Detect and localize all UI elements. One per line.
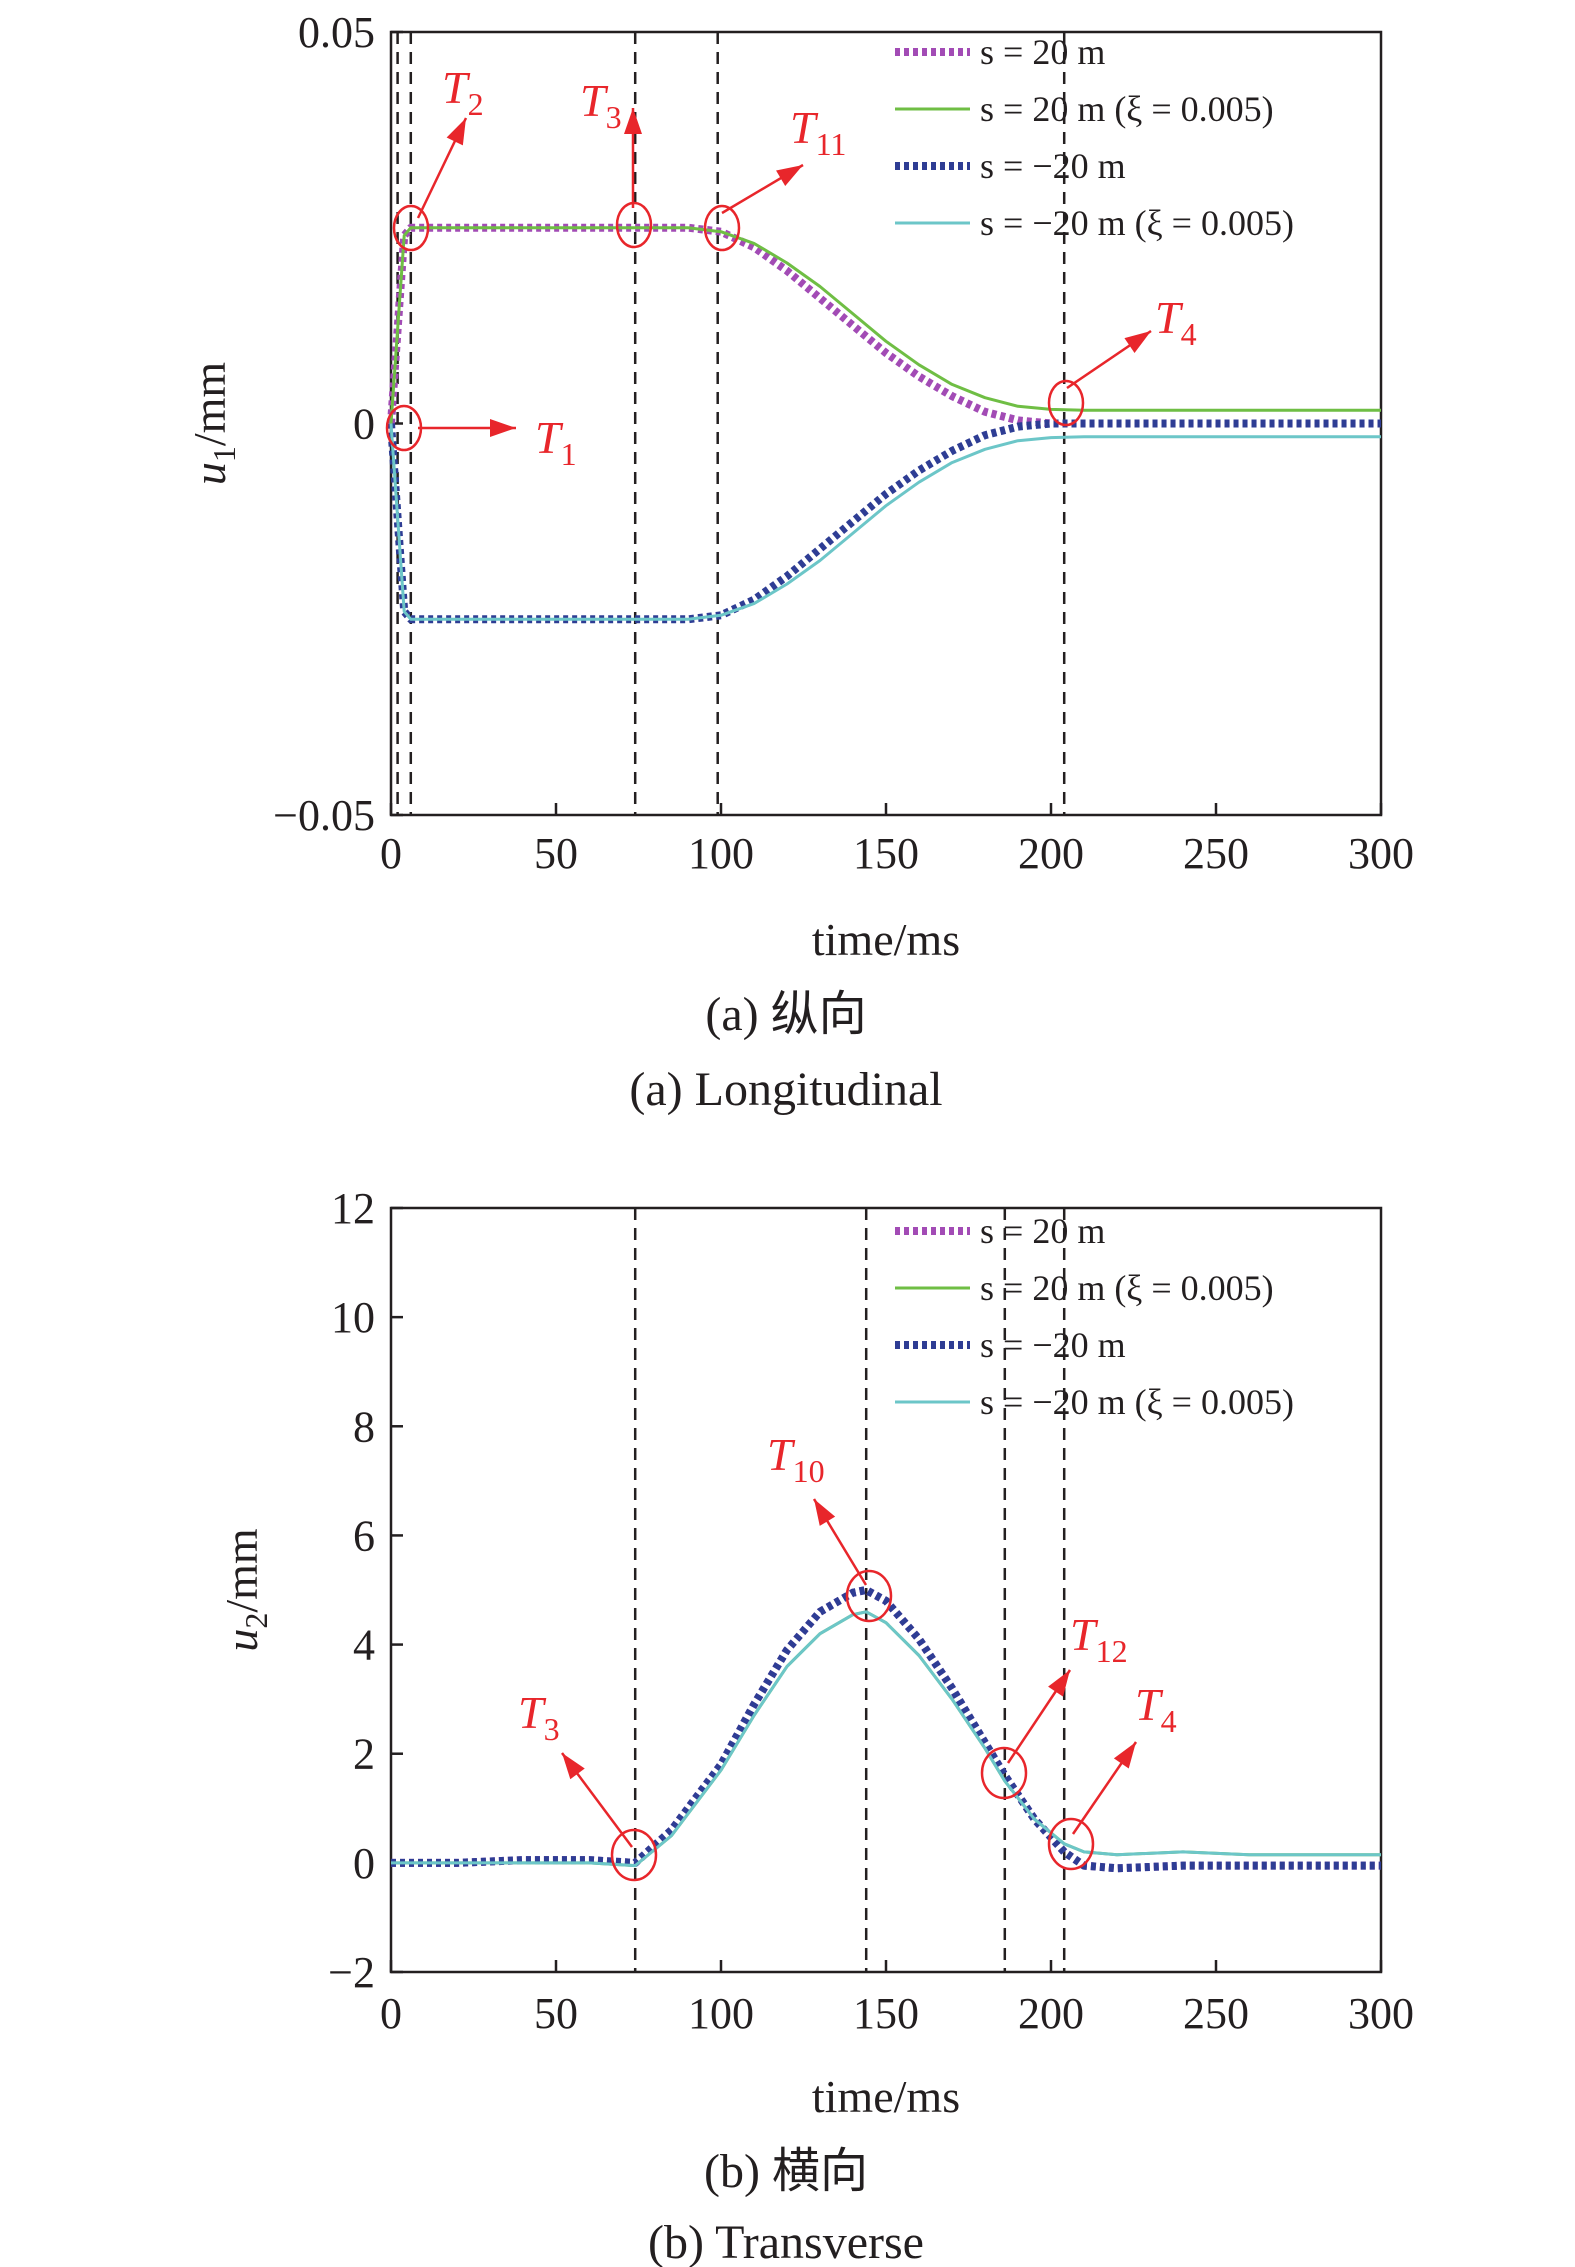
annotation-arrowhead (624, 108, 642, 134)
annotation-circle (610, 1828, 658, 1882)
annotation-arrowhead (446, 118, 466, 146)
y-tick-label: 12 (331, 1184, 375, 1233)
legend-label-1: s = 20 m (980, 32, 1105, 72)
x-axis-label: time/ms (812, 2071, 960, 2122)
caption-chinese: (a) 纵向 (705, 988, 866, 1041)
caption-english: (a) Longitudinal (629, 1063, 942, 1116)
y-tick-label: 0.05 (298, 8, 375, 57)
y-tick-label: 10 (331, 1293, 375, 1342)
y-axis-label: u2/mm (216, 1528, 274, 1652)
x-tick-label: 0 (380, 1989, 402, 2038)
legend-label-4: s = −20 m (ξ = 0.005) (980, 203, 1294, 243)
x-tick-label: 150 (853, 1989, 919, 2038)
annotation-label: T4 (1155, 292, 1197, 352)
y-axis-label: u1/mm (184, 362, 242, 486)
series-line-1 (387, 223, 1381, 428)
x-tick-label: 150 (853, 829, 919, 878)
series-line-4 (389, 423, 1381, 621)
legend-label-2: s = 20 m (ξ = 0.005) (980, 1268, 1274, 1308)
x-tick-label: 200 (1018, 829, 1084, 878)
annotation-label: T10 (767, 1429, 825, 1489)
annotation-arrowhead (490, 419, 516, 437)
caption-english: (b) Transverse (648, 2216, 924, 2267)
annotation-label: T2 (442, 62, 484, 122)
annotation-arrowhead (814, 1499, 836, 1526)
x-tick-label: 100 (688, 1989, 754, 2038)
series-line-2 (389, 226, 1381, 424)
legend-label-1: s = 20 m (980, 1211, 1105, 1251)
series-line-3 (391, 1586, 1381, 1873)
legend-label-2: s = 20 m (ξ = 0.005) (980, 89, 1274, 129)
y-tick-label: 8 (353, 1402, 375, 1451)
annotation-circle (980, 1746, 1028, 1800)
y-tick-label: 2 (353, 1730, 375, 1779)
annotation-label: T12 (1070, 1609, 1128, 1669)
y-tick-label: 6 (353, 1511, 375, 1560)
legend-label-3: s = −20 m (980, 146, 1126, 186)
x-tick-label: 250 (1183, 1989, 1249, 2038)
annotation-circle (845, 1569, 893, 1623)
x-tick-label: 0 (380, 829, 402, 878)
annotation-circle (1047, 379, 1085, 427)
x-tick-label: 50 (534, 1989, 578, 2038)
annotation-label: T4 (1135, 1679, 1177, 1739)
annotation-arrowhead (776, 165, 803, 186)
annotation-circle (392, 204, 430, 252)
caption-chinese: (b) 横向 (704, 2145, 868, 2198)
annotation-arrowhead (1113, 1742, 1136, 1769)
x-tick-label: 300 (1348, 1989, 1414, 2038)
x-axis-label: time/ms (812, 914, 960, 965)
y-tick-label: −2 (328, 1948, 375, 1997)
annotation-circle (703, 204, 741, 252)
annotation-arrowhead (1048, 1670, 1070, 1697)
series-line-2 (391, 1610, 1381, 1868)
y-tick-label: 0 (353, 400, 375, 449)
annotation-circle (1047, 1817, 1095, 1871)
annotation-label: T3 (518, 1687, 560, 1747)
series-line-3 (387, 419, 1381, 624)
legend-label-3: s = −20 m (980, 1325, 1126, 1365)
annotation-arrowhead (1124, 331, 1151, 354)
y-tick-label: 4 (353, 1621, 375, 1670)
x-tick-label: 250 (1183, 829, 1249, 878)
series-line-4 (391, 1610, 1381, 1868)
annotation-arrowhead (562, 1753, 585, 1780)
annotation-label: T11 (790, 102, 846, 162)
x-tick-label: 100 (688, 829, 754, 878)
x-tick-label: 50 (534, 829, 578, 878)
annotation-label: T1 (535, 412, 577, 472)
y-tick-label: −0.05 (273, 791, 375, 840)
x-tick-label: 200 (1018, 1989, 1084, 2038)
x-tick-label: 300 (1348, 829, 1414, 878)
annotation-label: T3 (580, 75, 622, 135)
y-tick-label: 0 (353, 1839, 375, 1888)
legend-label-4: s = −20 m (ξ = 0.005) (980, 1382, 1294, 1422)
